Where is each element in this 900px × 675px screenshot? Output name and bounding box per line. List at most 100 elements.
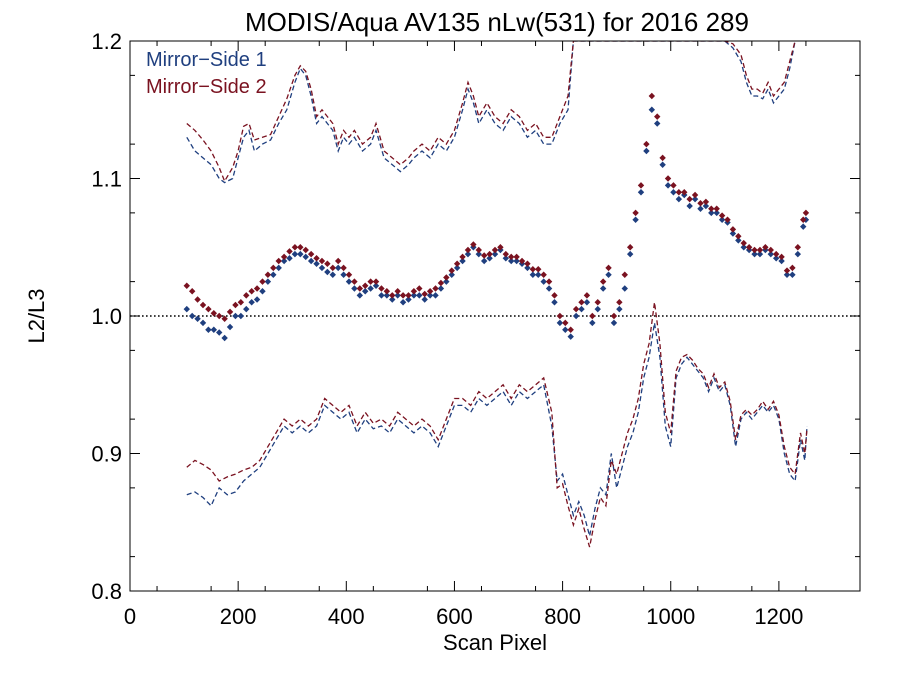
point-series-1-34: [362, 288, 369, 295]
point-series-2-77: [594, 299, 601, 306]
point-series-2-63: [518, 257, 526, 265]
point-series-1-58: [491, 250, 499, 258]
point-series-1-13: [248, 299, 255, 306]
legend-series-2: Mirror−Side 2: [146, 76, 267, 98]
point-series-2-89: [659, 154, 666, 162]
point-series-2-58: [491, 246, 499, 254]
point-series-2-50: [448, 267, 455, 274]
point-series-2-4: [199, 301, 207, 309]
point-series-1-21: [291, 250, 299, 258]
point-series-2-92: [675, 189, 683, 196]
point-series-2-6: [210, 310, 218, 317]
point-series-2-88: [654, 113, 661, 120]
point-series-1-97: [702, 202, 710, 210]
point-series-1-74: [578, 305, 585, 313]
point-series-2-13: [248, 288, 255, 295]
point-series-1-5: [205, 326, 212, 333]
point-series-2-75: [583, 292, 591, 299]
point-series-2-35: [367, 278, 374, 285]
point-series-1-89: [659, 161, 666, 168]
point-series-1-53: [464, 250, 472, 258]
point-series-1-33: [356, 292, 364, 299]
point-series-2-91: [670, 182, 677, 189]
x-tick-label-800: 800: [544, 604, 581, 629]
x-tick-label-200: 200: [220, 604, 257, 629]
point-series-1-109: [767, 250, 774, 258]
point-series-1-46: [426, 292, 434, 299]
point-series-1-82: [621, 285, 628, 292]
point-series-2-31: [345, 271, 353, 278]
point-series-1-84: [632, 216, 639, 223]
legend-series-2-label: Mirror−Side 2: [146, 76, 267, 98]
x-tick-label-400: 400: [328, 604, 365, 629]
x-tick-label-600: 600: [436, 604, 473, 629]
x-tick-label-0: 0: [124, 604, 136, 629]
point-series-1-31: [345, 278, 353, 285]
point-series-1-98: [708, 209, 715, 217]
point-series-2-64: [524, 260, 531, 267]
point-series-2-112: [783, 267, 791, 274]
point-series-2-25: [313, 255, 320, 262]
point-series-2-79: [605, 264, 612, 272]
y-tick-label-1: 0.9: [91, 442, 122, 467]
point-series-1-29: [334, 264, 342, 272]
point-series-2-24: [307, 250, 315, 258]
point-series-1-4: [199, 319, 207, 327]
point-series-1-102: [729, 230, 737, 237]
point-series-1-62: [513, 257, 520, 265]
point-series-2-2: [188, 288, 196, 295]
point-series-2-80: [610, 312, 618, 320]
point-series-1-65: [529, 271, 537, 278]
point-series-1-24: [307, 257, 315, 265]
point-series-1-99: [713, 209, 720, 217]
point-series-2-84: [632, 209, 639, 217]
point-series-1-95: [691, 195, 699, 203]
y-axis-label: L2/L3: [24, 288, 49, 343]
point-series-2-12: [243, 292, 250, 299]
point-series-2-103: [735, 233, 742, 240]
point-series-1-42: [405, 296, 412, 303]
point-series-2-48: [437, 279, 445, 287]
chart-title: MODIS/Aqua AV135 nLw(531) for 2016 289: [245, 7, 749, 37]
point-series-2-10: [232, 301, 239, 309]
point-series-1-11: [237, 312, 245, 320]
point-series-1-32: [351, 285, 358, 292]
point-series-1-37: [378, 292, 385, 299]
point-series-2-9: [226, 308, 234, 316]
point-series-2-23: [302, 246, 309, 254]
point-series-2-18: [275, 257, 282, 265]
point-series-2-67: [540, 271, 547, 278]
point-series-1-25: [313, 260, 320, 267]
point-series-2-107: [756, 246, 764, 254]
point-series-2-27: [324, 260, 331, 267]
point-series-1-55: [475, 250, 482, 258]
point-series-2-100: [718, 212, 726, 219]
plot-area: [130, 41, 860, 548]
y-tick-label-4: 1.2: [91, 29, 122, 54]
point-series-1-38: [383, 292, 391, 299]
point-series-2-70: [556, 312, 564, 320]
point-series-2-19: [280, 253, 288, 261]
point-series-2-52: [459, 253, 466, 261]
point-series-2-93: [681, 189, 688, 196]
point-series-2-99: [713, 205, 720, 212]
point-series-1-94: [686, 202, 693, 210]
point-series-2-115: [800, 216, 807, 223]
point-series-2-17: [270, 264, 277, 272]
point-series-2-114: [794, 244, 802, 251]
point-series-1-71: [562, 326, 569, 333]
point-series-1-41: [399, 299, 407, 306]
point-series-2-94: [686, 195, 693, 203]
point-series-1-19: [280, 257, 288, 265]
point-series-2-78: [599, 278, 607, 285]
point-series-2-14: [253, 285, 261, 292]
point-series-2-40: [394, 288, 401, 295]
point-series-1-78: [599, 285, 607, 292]
point-series-2-54: [470, 241, 477, 248]
x-axis-label: Scan Pixel: [443, 630, 547, 655]
point-series-1-70: [556, 319, 564, 327]
point-series-2-29: [334, 257, 342, 265]
point-series-1-15: [259, 288, 266, 295]
point-series-1-1: [183, 305, 190, 313]
